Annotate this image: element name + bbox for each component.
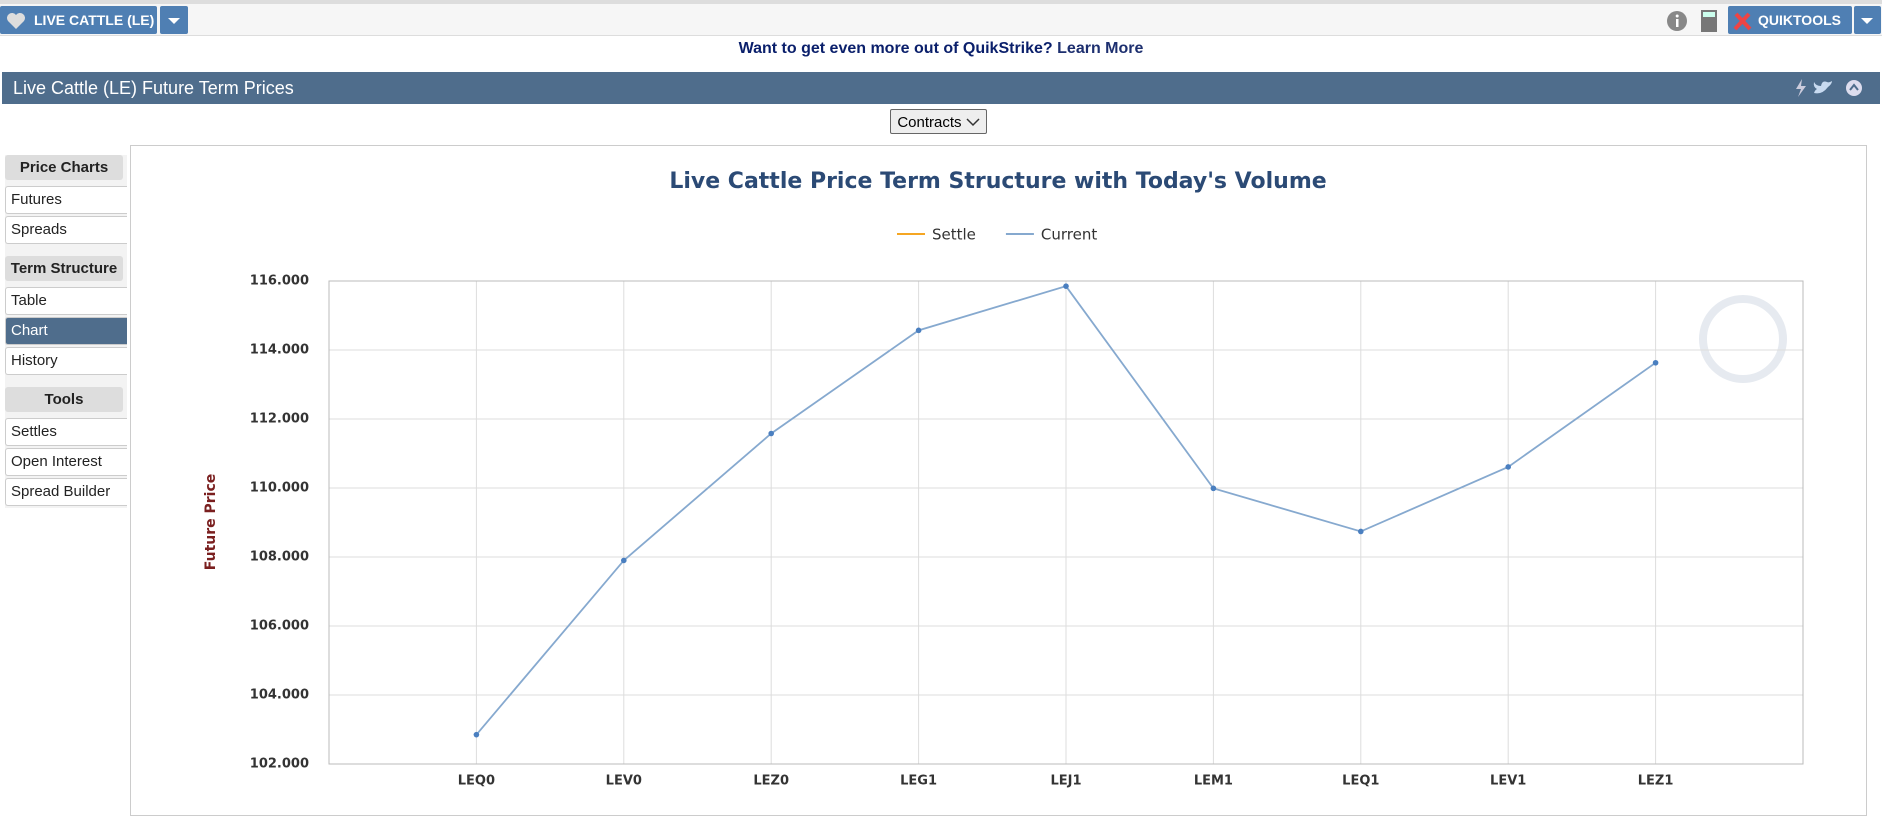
sidebar-item[interactable]: Futures xyxy=(5,186,127,214)
y-tick-label: 102.000 xyxy=(250,757,309,772)
panel-header: Live Cattle (LE) Future Term Prices xyxy=(2,72,1880,104)
caret xyxy=(168,18,180,24)
y-tick-label: 112.000 xyxy=(250,412,309,427)
legend-label: Settle xyxy=(932,226,976,244)
x-tick-label: LEQ0 xyxy=(458,774,495,789)
chart-container: Live Cattle Price Term Structure with To… xyxy=(130,145,1867,816)
x-tick-label: LEM1 xyxy=(1194,774,1233,789)
data-point xyxy=(1652,359,1659,366)
sidebar-item[interactable]: Spread Builder xyxy=(5,478,127,506)
data-point xyxy=(1358,528,1364,535)
sidebar-item[interactable]: Settles xyxy=(5,418,127,446)
caret xyxy=(1861,18,1873,24)
panel-title: Live Cattle (LE) Future Term Prices xyxy=(13,78,294,98)
x-tick-label: LEV1 xyxy=(1490,774,1526,789)
y-tick-label: 106.000 xyxy=(250,619,309,634)
sidebar-item[interactable]: History xyxy=(5,347,127,375)
x-tick-label: LEQ1 xyxy=(1342,774,1379,789)
y-tick-label: 116.000 xyxy=(250,274,309,289)
sidebar-item[interactable]: Chart xyxy=(5,317,127,345)
y-tick-label: 104.000 xyxy=(250,688,309,703)
data-point xyxy=(1063,283,1069,289)
sidebar: Price Charts Futures Spreads Term Structure… xyxy=(5,155,127,508)
x-tick-label: LEJ1 xyxy=(1050,774,1081,789)
legend-label: Current xyxy=(1041,226,1097,244)
y-axis-label: Future Price xyxy=(203,474,219,571)
header-icons xyxy=(1796,79,1862,97)
product-name: LIVE CATTLE (LE) xyxy=(34,12,155,28)
data-point xyxy=(473,731,480,738)
info-icon[interactable] xyxy=(1666,10,1688,32)
x-tick-label: LEV0 xyxy=(606,774,642,789)
data-point xyxy=(915,327,922,334)
y-tick-label: 110.000 xyxy=(250,481,309,496)
sidebar-section-title: Price Charts xyxy=(5,155,123,180)
promo-banner: Want to get even more out of QuikStrike?… xyxy=(0,40,1882,58)
data-point xyxy=(1210,485,1217,492)
toolbar: LIVE CATTLE (LE) QUIKTOOLS xyxy=(0,0,1882,36)
sidebar-section-title: Term Structure xyxy=(5,256,123,281)
spacer xyxy=(5,377,127,387)
x-tick-label: LEZ0 xyxy=(753,774,789,789)
collapse-icon[interactable] xyxy=(1846,80,1862,96)
quiktools-dropdown[interactable] xyxy=(1854,6,1881,34)
calculator-icon[interactable] xyxy=(1700,9,1718,33)
y-tick-label: 114.000 xyxy=(250,343,309,358)
contracts-button[interactable]: Contracts xyxy=(890,109,987,134)
caret xyxy=(966,118,980,127)
twitter-icon[interactable] xyxy=(1813,81,1832,94)
y-tick-label: 108.000 xyxy=(250,550,309,565)
product-button[interactable]: LIVE CATTLE (LE) xyxy=(0,6,157,34)
spacer xyxy=(5,246,127,256)
data-point xyxy=(621,557,627,564)
watermark xyxy=(1699,295,1787,383)
contracts-label: Contracts xyxy=(897,114,962,131)
product-dropdown[interactable] xyxy=(160,6,188,34)
learn-more-link[interactable]: Learn More xyxy=(1057,40,1144,57)
chart: Live Cattle Price Term Structure with To… xyxy=(203,169,1804,789)
sidebar-item[interactable]: Open Interest xyxy=(5,448,127,476)
sidebar-item[interactable]: Table xyxy=(5,287,127,315)
x-tick-label: LEZ1 xyxy=(1638,774,1674,789)
promo-text: Want to get even more out of QuikStrike? xyxy=(738,40,1053,57)
sidebar-item[interactable]: Spreads xyxy=(5,216,127,244)
quiktools-button[interactable]: QUIKTOOLS xyxy=(1728,6,1852,34)
quiktools-label: QUIKTOOLS xyxy=(1758,12,1841,28)
heart-icon xyxy=(7,13,25,29)
chart-title: Live Cattle Price Term Structure with To… xyxy=(669,169,1326,194)
plot-border xyxy=(328,280,1804,765)
x-tick-label: LEG1 xyxy=(900,774,937,789)
tools-icon xyxy=(1733,12,1752,31)
sidebar-section-title: Tools xyxy=(5,387,123,412)
data-point xyxy=(768,430,774,437)
flash-icon[interactable] xyxy=(1796,79,1806,97)
data-point xyxy=(1505,464,1511,470)
